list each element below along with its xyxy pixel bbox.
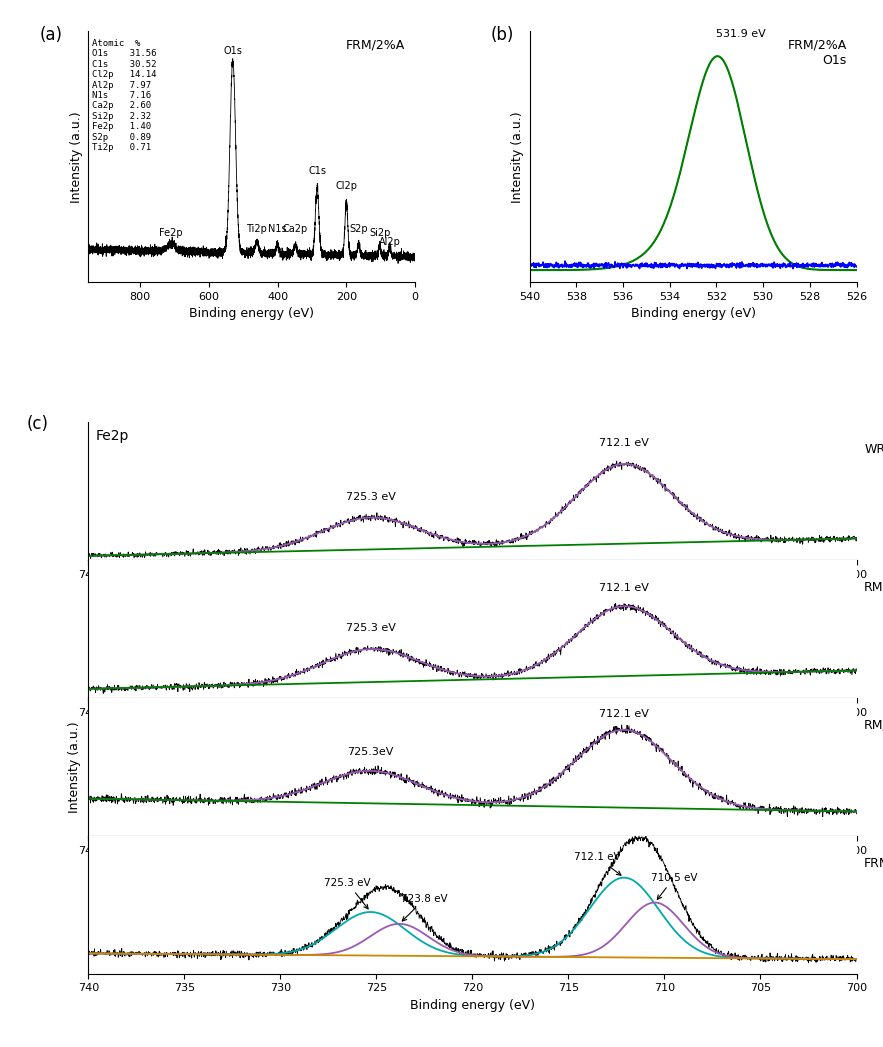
- Text: 712.1 eV: 712.1 eV: [600, 709, 649, 719]
- Text: Ca2p: Ca2p: [283, 224, 307, 233]
- Y-axis label: Intensity (a.u.): Intensity (a.u.): [511, 111, 524, 202]
- Text: 531.9 eV: 531.9 eV: [716, 29, 766, 39]
- Text: WRM: WRM: [864, 443, 883, 456]
- Y-axis label: Intensity (a.u.): Intensity (a.u.): [68, 721, 81, 812]
- Text: Al2p: Al2p: [379, 238, 401, 247]
- Text: 725.3 eV: 725.3 eV: [345, 623, 396, 632]
- Text: 723.8 eV: 723.8 eV: [401, 894, 448, 921]
- Y-axis label: Intensity (a.u.): Intensity (a.u.): [70, 111, 83, 202]
- Text: FRM/2%A: FRM/2%A: [346, 39, 405, 52]
- Text: S2p: S2p: [350, 224, 368, 233]
- Text: N1s: N1s: [268, 224, 287, 233]
- Text: RM/2%A: RM/2%A: [864, 718, 883, 732]
- Text: 725.3eV: 725.3eV: [347, 747, 394, 757]
- Text: 725.3 eV: 725.3 eV: [345, 492, 396, 503]
- X-axis label: Binding energy (eV): Binding energy (eV): [189, 308, 314, 320]
- Text: O1s: O1s: [223, 46, 242, 57]
- Text: FRM/2%A: FRM/2%A: [864, 856, 883, 870]
- Text: Fe2p: Fe2p: [96, 429, 129, 443]
- Text: (a): (a): [39, 26, 63, 44]
- Text: RM4: RM4: [864, 581, 883, 594]
- X-axis label: Binding energy (eV): Binding energy (eV): [630, 308, 756, 320]
- Text: FRM/2%A
O1s: FRM/2%A O1s: [788, 39, 847, 67]
- Text: (b): (b): [490, 26, 514, 44]
- Text: Ti2p: Ti2p: [246, 224, 268, 233]
- Text: Si2p: Si2p: [369, 227, 390, 238]
- Text: Cl2p: Cl2p: [336, 181, 358, 192]
- Text: Fe2p: Fe2p: [159, 227, 183, 238]
- Text: 710.5 eV: 710.5 eV: [651, 873, 698, 899]
- Text: (c): (c): [26, 416, 49, 433]
- Text: 712.1 eV: 712.1 eV: [600, 583, 649, 594]
- X-axis label: Binding energy (eV): Binding energy (eV): [410, 999, 535, 1012]
- Text: 712.1 eV: 712.1 eV: [574, 852, 621, 875]
- Text: 712.1 eV: 712.1 eV: [600, 439, 649, 448]
- Text: C1s: C1s: [308, 166, 326, 176]
- Text: Atomic  %
O1s    31.56
C1s    30.52
Cl2p   14.14
Al2p   7.97
N1s    7.16
Ca2p   : Atomic % O1s 31.56 C1s 30.52 Cl2p 14.14 …: [92, 39, 156, 162]
- Text: 725.3 eV: 725.3 eV: [324, 877, 371, 909]
